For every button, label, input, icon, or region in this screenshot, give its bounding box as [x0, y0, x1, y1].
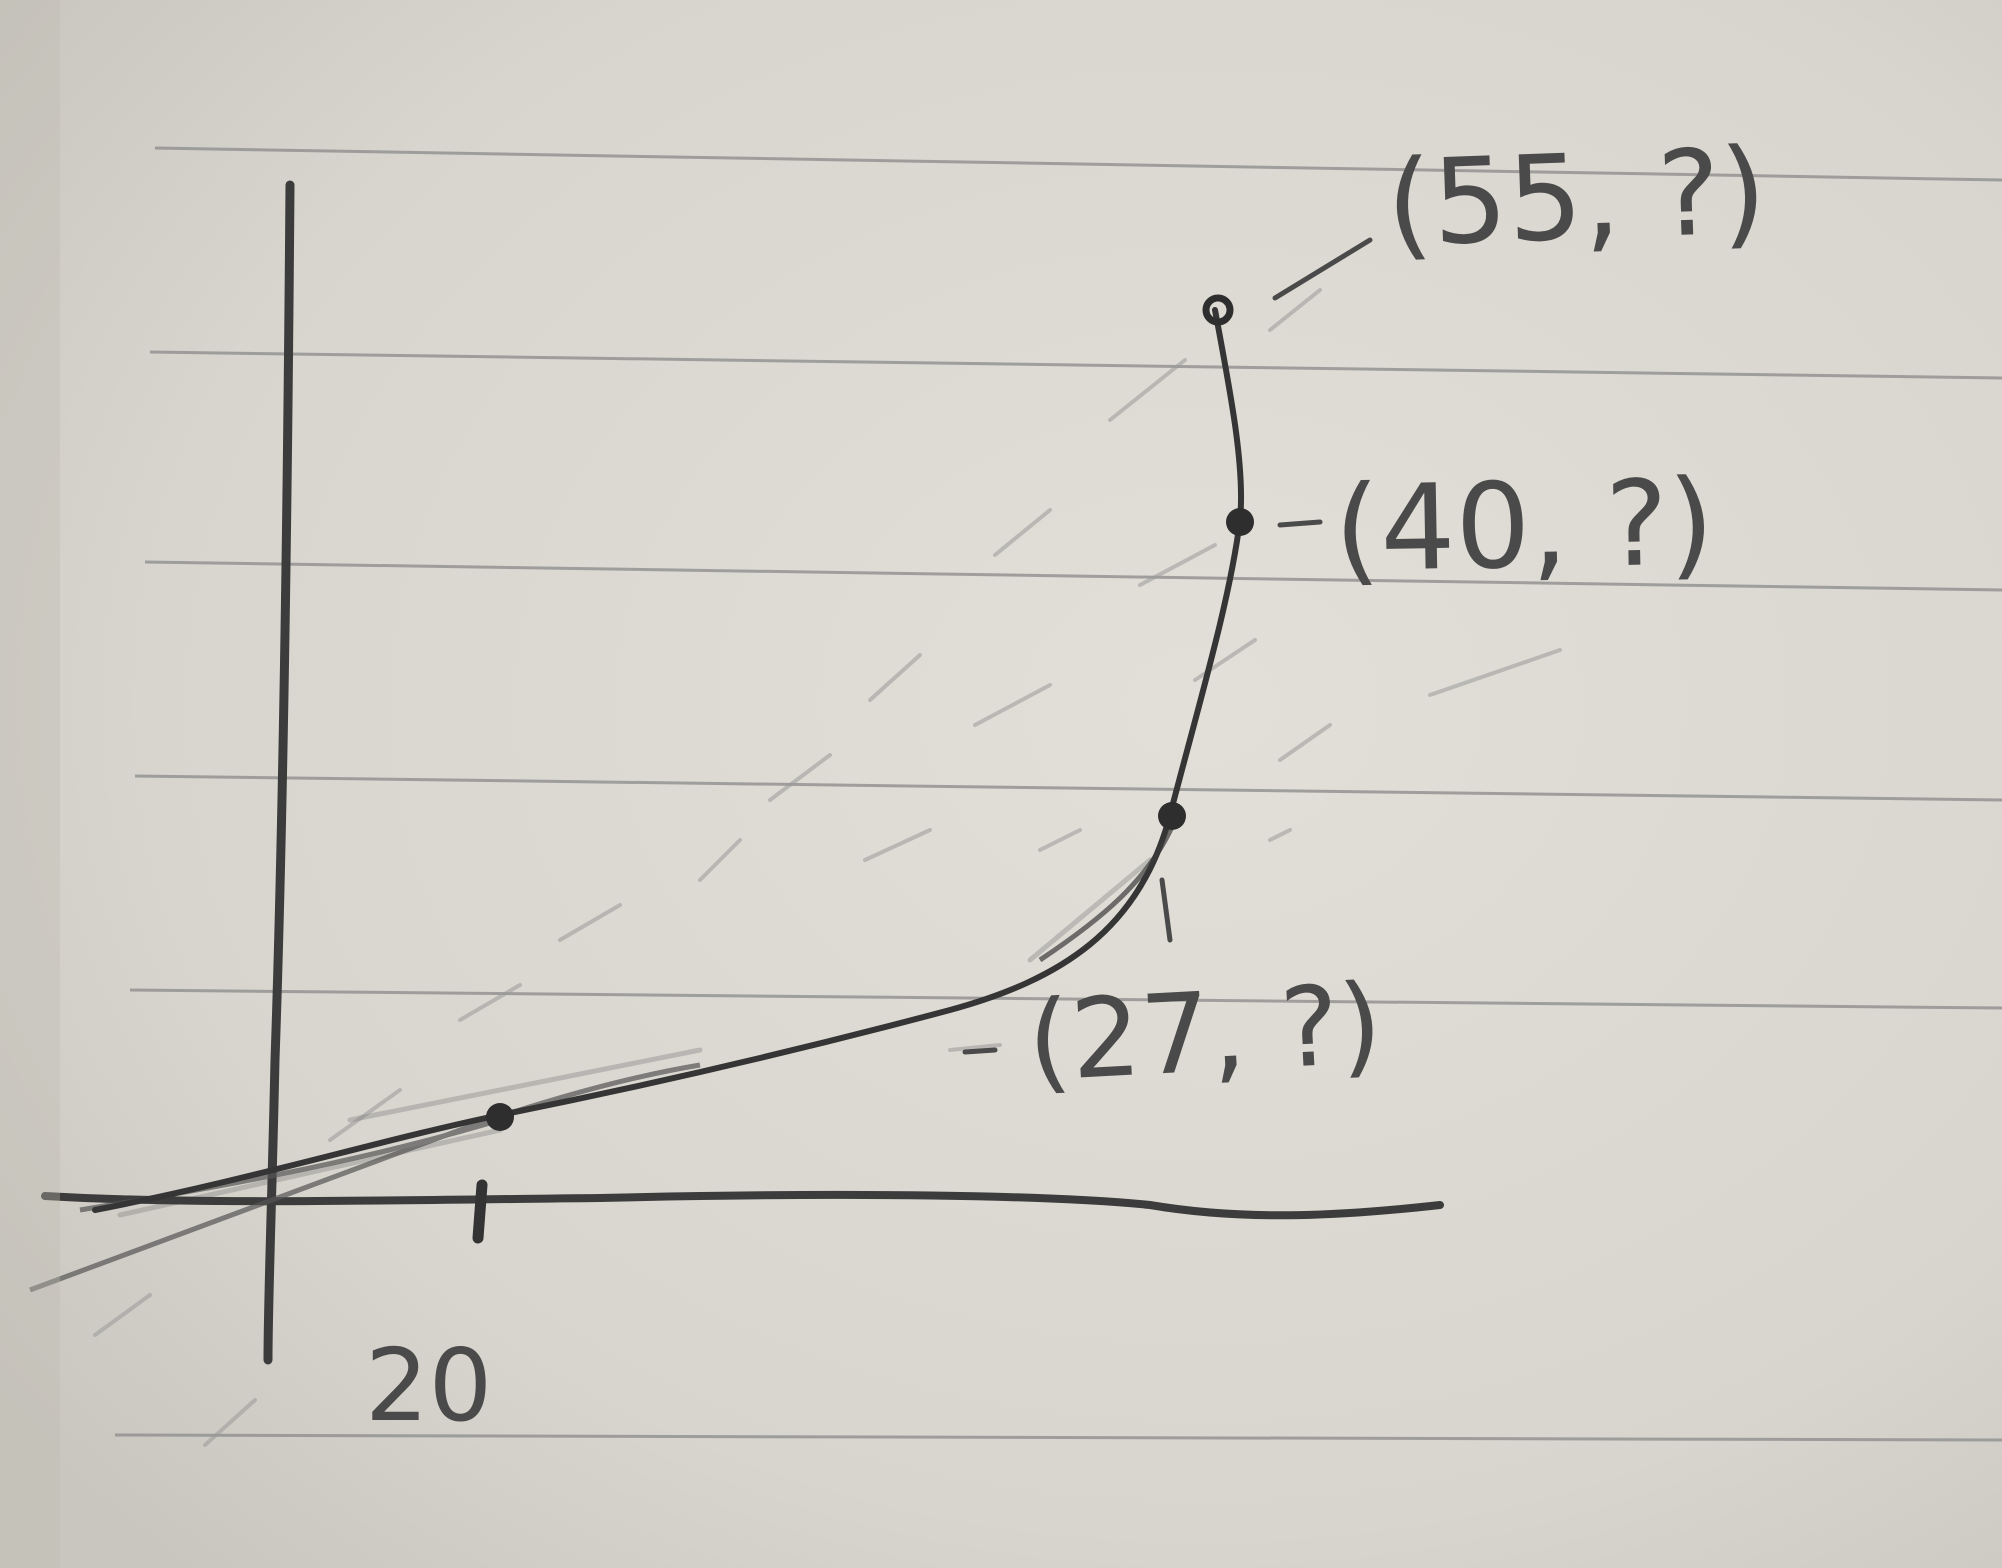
label-x-tick-20: 20	[365, 1327, 492, 1444]
point-40	[1226, 508, 1254, 536]
ruled-line	[134, 774, 2002, 802]
ruled-line	[149, 350, 2002, 380]
point-27	[1158, 802, 1186, 830]
pencil-guide-strokes	[93, 288, 1562, 1447]
leader-lines	[962, 237, 1373, 1055]
point-20	[486, 1103, 514, 1131]
ruled-line	[154, 146, 2002, 182]
label-point-55: (55, ?)	[1384, 122, 1768, 273]
point-55	[1202, 294, 1234, 326]
label-point-27: (27, ?)	[1025, 960, 1385, 1106]
photo-shadow	[0, 0, 60, 1568]
ruled-line	[114, 1433, 2002, 1442]
ruled-line	[144, 560, 2002, 592]
ruled-lines	[114, 146, 2002, 1442]
ruled-line	[129, 988, 2002, 1010]
label-point-40: (40, ?)	[1333, 453, 1715, 598]
curve-retrace	[1038, 819, 1178, 963]
x-tick-mark	[472, 1179, 488, 1244]
y-axis	[263, 180, 295, 1365]
x-axis	[41, 1190, 1444, 1220]
